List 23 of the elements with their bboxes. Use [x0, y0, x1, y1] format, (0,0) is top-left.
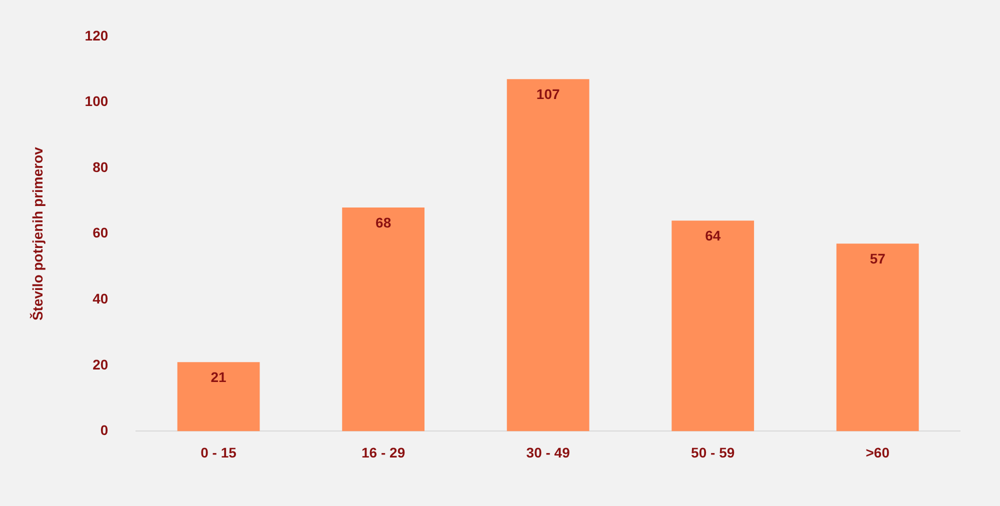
x-tick-label: 50 - 59	[691, 444, 735, 460]
x-tick-label: 16 - 29	[362, 444, 406, 460]
bar	[672, 220, 754, 432]
x-tick-label: 30 - 49	[526, 444, 570, 460]
y-tick-label: 40	[92, 290, 108, 306]
bar	[506, 79, 590, 432]
bar	[342, 207, 425, 432]
y-tick-label: 0	[100, 422, 108, 438]
y-axis-title: Število potrjenih primerov	[29, 146, 46, 321]
data-label: 64	[705, 228, 721, 244]
y-tick-label: 120	[84, 27, 108, 44]
y-tick-label: 20	[92, 356, 108, 372]
data-label: 68	[376, 214, 392, 230]
data-label: 57	[870, 250, 886, 267]
data-label: 21	[210, 368, 227, 385]
y-tick-label: 100	[84, 93, 108, 110]
bar	[177, 362, 260, 432]
data-label: 107	[536, 86, 560, 102]
y-tick-label: 60	[92, 224, 108, 241]
x-tick-label: >60	[866, 444, 890, 460]
bar	[836, 244, 919, 432]
x-tick-label: 0 - 15	[200, 444, 237, 460]
y-tick-label: 80	[92, 158, 108, 175]
